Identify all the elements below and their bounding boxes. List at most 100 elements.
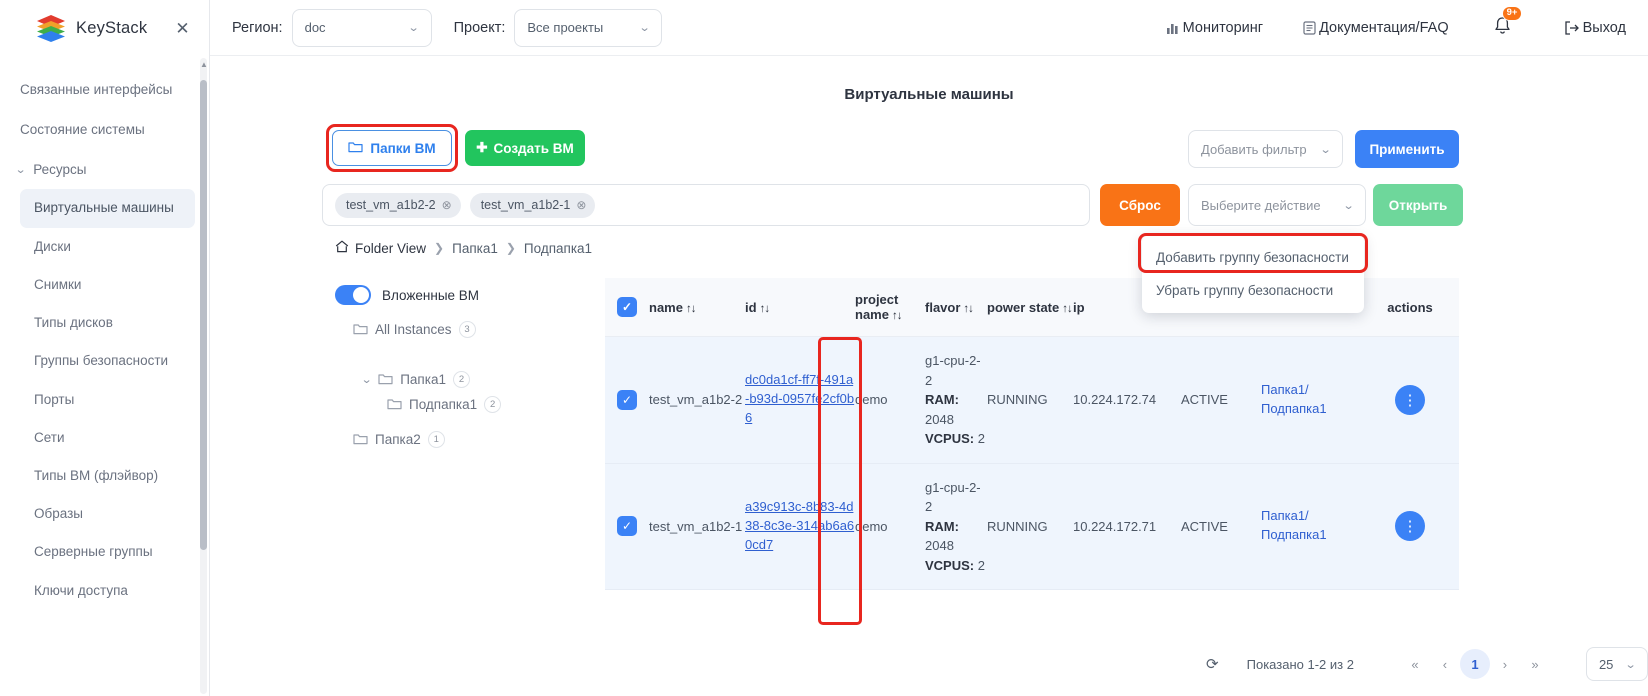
column-header-flavor[interactable]: flavor ↑↓ [925, 278, 987, 337]
create-vm-label: Создать ВМ [493, 140, 574, 156]
sidebar-scrollbar-thumb[interactable] [200, 80, 207, 550]
column-label: flavor [925, 299, 961, 315]
sidebar-item-security-groups[interactable]: Группы безопасности [34, 353, 169, 369]
header-actions: Мониторинг Документация/FAQ 9+ Выход [1166, 5, 1626, 41]
documentation-faq-label: Документация/FAQ [1319, 19, 1449, 36]
open-button[interactable]: Открыть [1373, 184, 1463, 226]
tree-node-label: Папка1 [400, 372, 446, 387]
sidebar-group-resources[interactable]: ⌄ Ресурсы [0, 150, 209, 189]
notifications-button[interactable]: 9+ [1493, 5, 1523, 41]
chip-remove-icon[interactable]: ⊗ [441, 198, 452, 212]
sidebar-item-linked-interfaces[interactable]: Связанные интерфейсы [20, 82, 173, 97]
column-header-project-name[interactable]: project name ↑↓ [855, 278, 925, 337]
column-header-id[interactable]: id ↑↓ [745, 278, 855, 337]
reset-button[interactable]: Сброс [1100, 184, 1180, 226]
monitoring-label: Мониторинг [1182, 19, 1264, 36]
action-select-value: Выберите действие [1201, 197, 1321, 213]
stack-logo-icon [36, 14, 66, 42]
row-actions-menu-icon[interactable]: ⋮ [1395, 384, 1425, 415]
region-select[interactable]: doc ⌄ [291, 8, 432, 47]
chevron-down-icon[interactable]: ⌄ [360, 374, 373, 386]
row-actions-menu-icon[interactable]: ⋮ [1395, 511, 1425, 542]
tree-node-papka2[interactable]: Папка2 1 [353, 431, 445, 448]
top-header: Регион: doc ⌄ Проект: Все проекты ⌄ Мони… [210, 0, 1648, 56]
documentation-faq-link[interactable]: Документация/FAQ [1303, 20, 1449, 36]
menu-item-remove-security-group[interactable]: Убрать группу безопасности [1156, 283, 1334, 298]
cell-flavor: g1-cpu-2-2 RAM: 2048 VCPUS: 2 [925, 336, 987, 464]
first-page-button[interactable]: « [1411, 656, 1419, 672]
sidebar-item-access-keys[interactable]: Ключи доступа [34, 582, 128, 598]
chip-test-vm-a1b2-2[interactable]: test_vm_a1b2-2 ⊗ [335, 192, 461, 218]
prev-page-button[interactable]: ‹ [1442, 656, 1448, 672]
ram-value: 2048 [925, 538, 954, 553]
column-header-power-state[interactable]: power state ↑↓ [987, 278, 1073, 337]
nested-vms-toggle[interactable] [335, 285, 371, 305]
tree-node-papka1[interactable]: ⌄ Папка1 2 [360, 371, 470, 388]
breadcrumb-item-folder-view[interactable]: Folder View [335, 240, 426, 256]
chevron-down-icon: ⌄ [1342, 199, 1355, 212]
chip-test-vm-a1b2-1[interactable]: test_vm_a1b2-1 ⊗ [469, 192, 596, 218]
create-vm-button[interactable]: ✚ Создать ВМ [465, 130, 585, 166]
column-label: project name [855, 292, 899, 322]
row-checkbox[interactable]: ✓ [617, 516, 637, 537]
sidebar-scrollbar[interactable] [200, 58, 207, 694]
vm-table: ✓ name ↑↓ id ↑↓ project name ↑↓ flavor ↑↓ po… [605, 278, 1648, 681]
nested-vms-toggle-row: Вложенные ВМ [335, 285, 479, 305]
refresh-icon[interactable]: ⟳ [1206, 656, 1219, 673]
breadcrumb-item-papka1[interactable]: Папка1 [452, 240, 498, 256]
table-row[interactable]: ✓ test_vm_a1b2-1 a39c913c-8b83-4d38-8c3e… [605, 463, 1459, 590]
sidebar-item-ports[interactable]: Порты [34, 391, 75, 407]
folders-button-highlight [326, 124, 458, 172]
bell-icon [1493, 16, 1512, 40]
sidebar-item-system-state[interactable]: Состояние системы [20, 122, 145, 138]
column-header-name[interactable]: name ↑↓ [649, 278, 745, 337]
brand-title: KeyStack [76, 18, 148, 37]
logout-button[interactable]: Выход [1564, 20, 1626, 36]
tree-node-podpapka1[interactable]: Подпапка1 2 [387, 396, 502, 413]
action-select[interactable]: Выберите действие ⌄ [1188, 184, 1366, 226]
folders-button[interactable]: Папки ВМ [332, 130, 452, 166]
next-page-button[interactable]: › [1502, 656, 1508, 672]
page-size-value: 25 [1598, 656, 1614, 672]
table-row[interactable]: ✓ test_vm_a1b2-2 dc0da1cf-ff7f-491a-b93d… [605, 336, 1459, 464]
breadcrumb-item-podpapka1[interactable]: Подпапка1 [523, 240, 593, 256]
page-button-1[interactable]: 1 [1459, 649, 1490, 679]
menu-item-add-security-group[interactable]: Добавить группу безопасности [1156, 250, 1349, 265]
scroll-up-arrow-icon[interactable]: ▲ [200, 60, 208, 69]
sidebar-item-disk-types[interactable]: Типы дисков [34, 315, 113, 331]
cell-project-name: demo [855, 463, 925, 590]
tree-node-count: 2 [452, 371, 470, 388]
vcpus-label: VCPUS: [925, 431, 975, 446]
sidebar-item-disks[interactable]: Диски [34, 238, 71, 254]
vm-id-link[interactable]: a39c913c-8b83-4d38-8c3e-314ab6a60cd7 [745, 498, 855, 552]
sidebar-item-server-groups[interactable]: Серверные группы [34, 544, 153, 560]
sidebar-item-networks[interactable]: Сети [34, 429, 65, 445]
filter-select-value: Добавить фильтр [1201, 141, 1307, 157]
sidebar-item-flavors[interactable]: Типы ВМ (флэйвор) [34, 467, 159, 483]
project-label: Проект: [453, 19, 506, 36]
sidebar-item-images[interactable]: Образы [34, 506, 83, 522]
last-page-button[interactable]: » [1531, 656, 1539, 672]
cell-id: a39c913c-8b83-4d38-8c3e-314ab6a60cd7 [745, 463, 855, 590]
flavor-name: g1-cpu-2-2 [925, 479, 981, 515]
tree-node-all-instances[interactable]: All Instances 3 [353, 321, 476, 338]
chip-remove-icon[interactable]: ⊗ [576, 198, 587, 212]
monitoring-link[interactable]: Мониторинг [1166, 20, 1263, 36]
page-size-select[interactable]: 25 ⌄ [1585, 647, 1648, 681]
ram-label: RAM: [925, 518, 959, 534]
tree-node-label: All Instances [375, 322, 452, 337]
selected-vms-input[interactable]: test_vm_a1b2-2 ⊗ test_vm_a1b2-1 ⊗ [322, 184, 1090, 226]
row-checkbox[interactable]: ✓ [617, 389, 637, 410]
filter-select[interactable]: Добавить фильтр ⌄ [1188, 130, 1343, 168]
chevron-down-icon: ⌄ [407, 22, 420, 34]
sidebar-item-virtual-machines[interactable]: Виртуальные машины [20, 189, 195, 228]
apply-button[interactable]: Применить [1355, 130, 1459, 168]
sidebar-group-label: Ресурсы [33, 162, 87, 178]
project-select[interactable]: Все проекты ⌄ [514, 8, 663, 47]
tree-node-count: 2 [484, 396, 502, 413]
pagination: ⟳ Показано 1-2 из 2 « ‹ 1 › » 25 ⌄ [1000, 640, 1648, 688]
close-icon[interactable]: ✕ [175, 18, 190, 38]
select-all-checkbox[interactable]: ✓ [617, 297, 637, 317]
vm-id-link[interactable]: dc0da1cf-ff7f-491a-b93d-0957fe2cf0b6 [745, 372, 855, 426]
sidebar-item-snapshots[interactable]: Снимки [34, 276, 82, 292]
